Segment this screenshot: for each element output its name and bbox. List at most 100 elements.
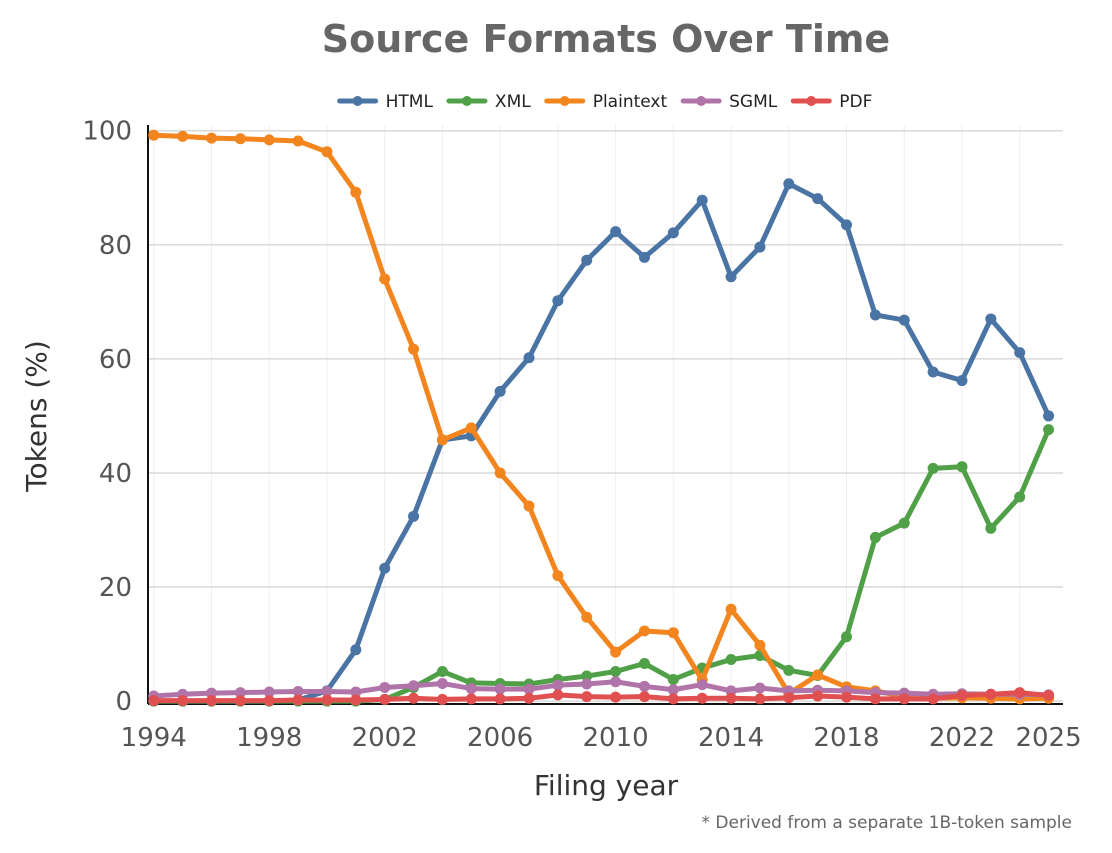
data-point xyxy=(667,684,679,696)
y-tick-label: 60 xyxy=(99,345,132,375)
data-point xyxy=(638,680,650,692)
data-point xyxy=(552,689,564,701)
data-point xyxy=(1043,689,1055,701)
data-point xyxy=(696,679,708,691)
legend-swatch-marker xyxy=(461,96,472,106)
chart-title: Source Formats Over Time xyxy=(322,17,890,61)
data-point xyxy=(292,694,304,706)
data-point xyxy=(812,193,824,205)
data-point xyxy=(465,683,477,695)
data-point xyxy=(783,664,795,676)
data-point xyxy=(927,366,939,378)
data-point xyxy=(379,273,391,285)
data-point xyxy=(523,692,535,704)
x-axis-label: Filing year xyxy=(534,769,679,802)
data-point xyxy=(1014,687,1026,699)
data-point xyxy=(754,241,766,253)
data-point xyxy=(350,186,362,198)
data-point xyxy=(610,226,622,238)
x-tick-label: 2022 xyxy=(929,723,995,753)
y-tick-label: 100 xyxy=(82,117,132,147)
legend-label: HTML xyxy=(386,92,434,112)
series-xml xyxy=(148,424,1055,707)
data-point xyxy=(350,686,362,698)
data-point xyxy=(321,685,333,697)
series-line xyxy=(151,132,1052,702)
data-point xyxy=(494,693,506,705)
data-point xyxy=(956,689,968,701)
legend-item-html: HTML xyxy=(337,92,434,112)
data-point xyxy=(1043,424,1055,436)
legend: HTML XML Plaintext SGML PDF xyxy=(337,92,872,112)
x-tick-label: 2018 xyxy=(813,723,879,753)
data-point xyxy=(206,695,218,707)
data-point xyxy=(494,467,506,479)
data-point xyxy=(523,352,535,364)
data-point xyxy=(263,686,275,698)
data-point xyxy=(379,693,391,705)
data-point xyxy=(725,692,737,704)
data-point xyxy=(1043,410,1055,422)
data-point xyxy=(350,644,362,656)
data-point xyxy=(234,687,246,699)
data-point xyxy=(263,695,275,707)
data-point xyxy=(408,343,420,355)
legend-item-sgml: SGML xyxy=(680,92,778,112)
data-point xyxy=(927,462,939,474)
data-point xyxy=(552,295,564,307)
data-point xyxy=(754,639,766,651)
data-point xyxy=(638,625,650,637)
data-point xyxy=(725,654,737,666)
data-point xyxy=(841,219,853,231)
data-point xyxy=(581,670,593,682)
data-point xyxy=(638,251,650,263)
x-tick-label: 2014 xyxy=(698,723,764,753)
data-point xyxy=(148,129,160,141)
data-point xyxy=(927,693,939,705)
data-point xyxy=(638,691,650,703)
data-point xyxy=(206,132,218,144)
data-point xyxy=(610,646,622,658)
data-point xyxy=(869,693,881,705)
data-point xyxy=(956,461,968,473)
legend-label: PDF xyxy=(839,92,872,112)
data-point xyxy=(667,693,679,705)
legend-item-pdf: PDF xyxy=(790,92,872,112)
data-point xyxy=(436,677,448,689)
data-point xyxy=(465,422,477,434)
data-point xyxy=(177,695,189,707)
data-point xyxy=(754,682,766,694)
data-point xyxy=(667,227,679,239)
data-point xyxy=(985,313,997,325)
data-point xyxy=(408,680,420,692)
data-point xyxy=(783,692,795,704)
data-point xyxy=(812,669,824,681)
data-point xyxy=(985,522,997,534)
data-point xyxy=(292,685,304,697)
data-point xyxy=(869,531,881,543)
data-point xyxy=(494,385,506,397)
legend-swatch-marker xyxy=(806,96,817,106)
x-tick-label: 2002 xyxy=(352,723,418,753)
data-point xyxy=(552,570,564,582)
data-point xyxy=(696,194,708,206)
data-point xyxy=(667,673,679,685)
legend-label: XML xyxy=(495,92,531,112)
data-point xyxy=(408,510,420,522)
data-point xyxy=(523,683,535,695)
x-tick-label: 1998 xyxy=(236,723,302,753)
data-point xyxy=(379,562,391,574)
y-tick-label: 80 xyxy=(99,231,132,261)
data-point xyxy=(1014,347,1026,359)
data-point xyxy=(552,679,564,691)
data-point xyxy=(436,665,448,677)
data-point xyxy=(321,694,333,706)
data-point xyxy=(523,500,535,512)
data-point xyxy=(869,309,881,321)
data-point xyxy=(841,691,853,703)
series-line xyxy=(151,427,1052,704)
legend-label: Plaintext xyxy=(593,92,668,112)
data-point xyxy=(725,271,737,283)
x-tick-label: 2010 xyxy=(583,723,649,753)
data-point xyxy=(1014,491,1026,503)
